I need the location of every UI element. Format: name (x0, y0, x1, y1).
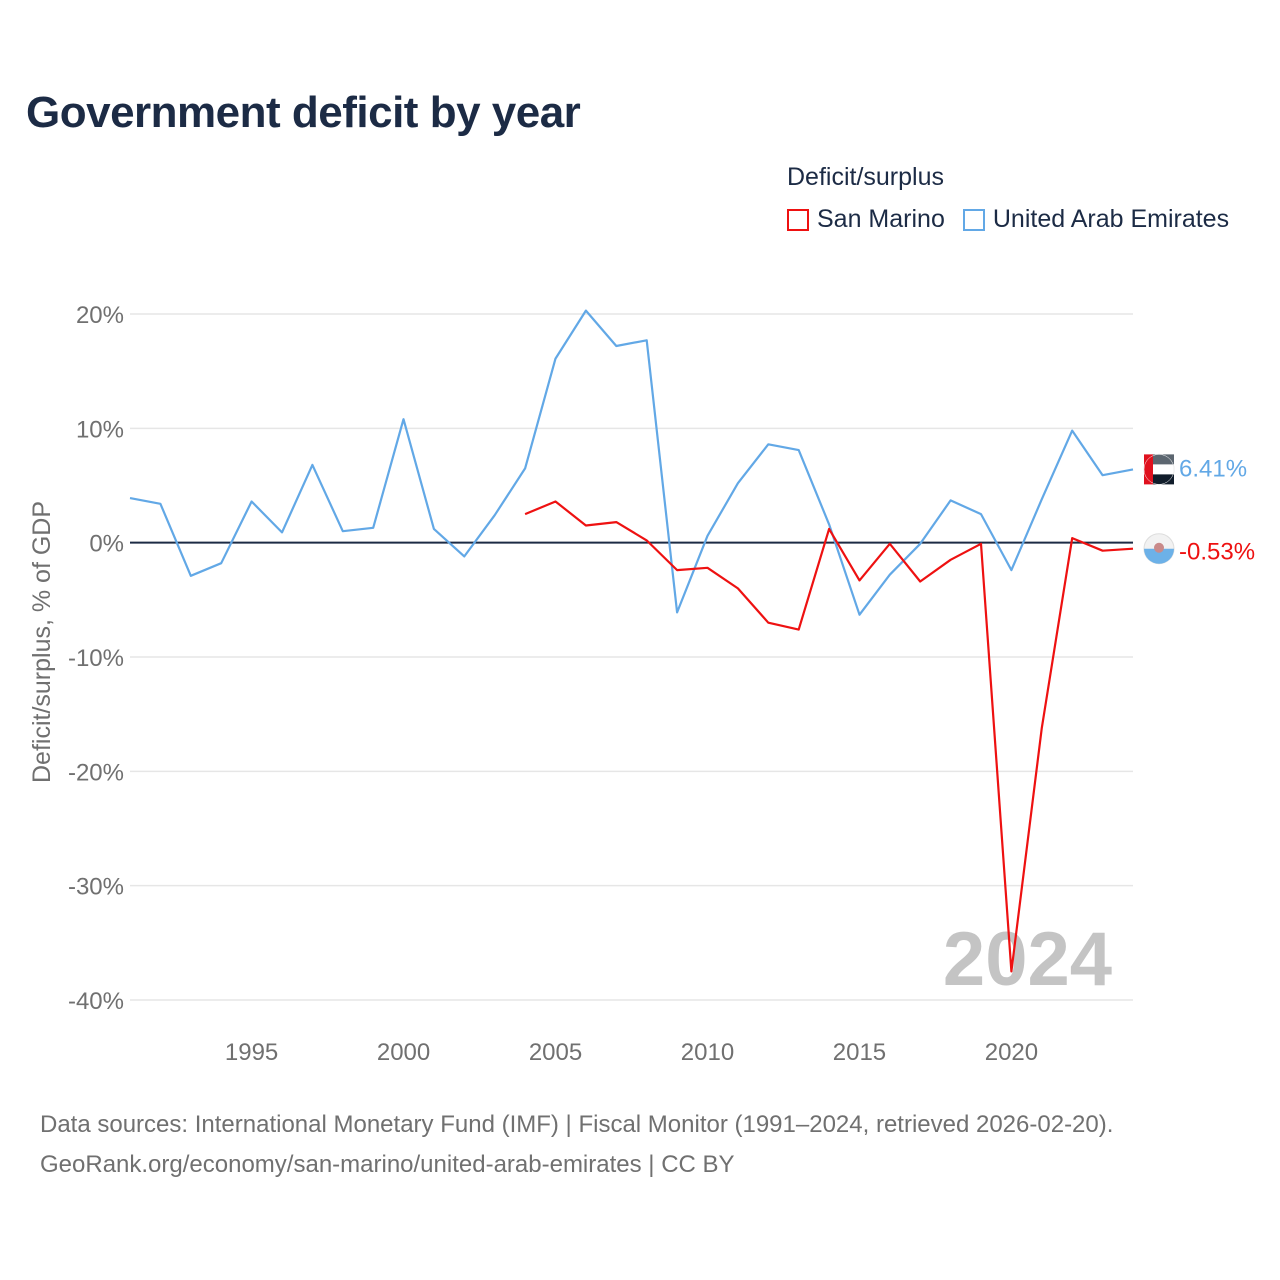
y-tick-label: 20% (76, 302, 124, 329)
x-tick-label: 2020 (985, 1039, 1038, 1066)
source-note: Data sources: International Monetary Fun… (40, 1105, 1113, 1185)
x-tick-label: 1995 (225, 1039, 278, 1066)
flag-stripe (1144, 454, 1153, 485)
legend-swatch-san-marino (787, 208, 809, 231)
y-tick-label: -10% (68, 645, 124, 672)
flag-lower (1144, 548, 1174, 564)
y-tick-label: -30% (68, 874, 124, 901)
legend-item-uae[interactable]: United Arab Emirates (962, 205, 1230, 234)
end-value-label: 6.41% (1179, 455, 1247, 482)
legend-label-san-marino: San Marino (817, 205, 945, 233)
y-tick-label: 10% (76, 416, 124, 443)
source-line-2[interactable]: GeoRank.org/economy/san-marino/united-ar… (40, 1151, 735, 1178)
x-tick-label: 2000 (377, 1039, 430, 1066)
source-line-1: Data sources: International Monetary Fun… (40, 1111, 1114, 1138)
y-tick-label: -40% (68, 988, 124, 1015)
x-tick-label: 2005 (529, 1039, 582, 1066)
end-value-label: -0.53% (1179, 539, 1255, 566)
legend-swatch-uae (962, 208, 985, 231)
series-line-united-arab-emirates (129, 309, 1134, 616)
san-marino-flag-marker (1143, 533, 1175, 565)
x-tick-label: 2015 (833, 1039, 886, 1066)
flag-stripe (1153, 474, 1174, 485)
legend-label-uae: United Arab Emirates (992, 205, 1230, 233)
y-tick-label: -20% (68, 759, 124, 786)
flag-ring (1143, 454, 1175, 485)
y-axis-label: Deficit/surplus, % of GDP (28, 501, 56, 783)
series-line-san-marino (524, 500, 1134, 973)
year-watermark: 2024 (943, 917, 1112, 1002)
legend-title: Deficit/surplus (787, 163, 944, 191)
uae-flag-marker (1143, 453, 1175, 485)
x-tick-label: 2010 (681, 1039, 734, 1066)
chart-title: Government deficit by year (26, 88, 581, 137)
y-tick-label: 0% (89, 531, 124, 558)
flag-stripe (1153, 454, 1174, 465)
legend: San Marino United Arab Emirates (787, 205, 1247, 234)
flag-emblem (1154, 542, 1164, 553)
legend-item-san-marino[interactable]: San Marino (787, 205, 945, 234)
